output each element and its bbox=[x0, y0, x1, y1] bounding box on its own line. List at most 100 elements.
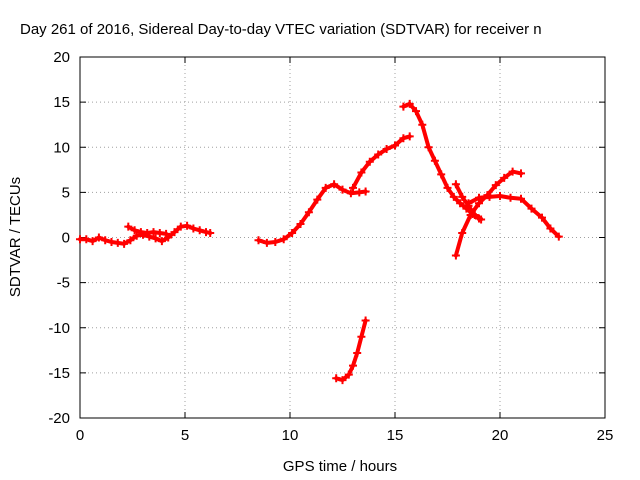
y-tick-label: -5 bbox=[57, 275, 70, 292]
data-point bbox=[405, 132, 414, 141]
series-arc-1 bbox=[76, 221, 215, 248]
y-tick-label: -15 bbox=[48, 365, 70, 382]
data-point bbox=[120, 239, 129, 248]
data-point bbox=[332, 374, 341, 383]
data-point bbox=[330, 180, 339, 189]
data-point bbox=[361, 187, 370, 196]
data-point bbox=[506, 193, 515, 202]
x-tick-label: 25 bbox=[597, 427, 614, 444]
series-layer bbox=[76, 99, 563, 385]
data-point bbox=[527, 204, 536, 213]
y-tick-label: 15 bbox=[53, 94, 70, 111]
y-tick-label: 0 bbox=[62, 230, 70, 247]
data-point bbox=[101, 236, 110, 245]
data-point bbox=[412, 107, 420, 116]
data-point bbox=[338, 185, 347, 194]
data-point bbox=[82, 235, 91, 244]
data-point bbox=[189, 224, 198, 233]
data-point bbox=[344, 370, 353, 379]
data-point bbox=[162, 229, 171, 238]
data-point bbox=[157, 237, 166, 246]
data-point bbox=[451, 180, 460, 189]
data-point bbox=[170, 228, 179, 237]
y-tick-label: -10 bbox=[48, 320, 70, 337]
data-point bbox=[405, 99, 414, 108]
x-tick-label: 10 bbox=[282, 427, 299, 444]
data-point bbox=[470, 210, 479, 219]
x-tick-label: 5 bbox=[181, 427, 189, 444]
chart-title: Day 261 of 2016, Sidereal Day-to-day VTE… bbox=[20, 21, 542, 38]
data-point bbox=[349, 183, 357, 192]
data-point bbox=[458, 228, 467, 237]
data-point bbox=[346, 189, 355, 198]
data-point bbox=[485, 192, 494, 201]
data-point bbox=[353, 349, 362, 358]
data-point bbox=[464, 199, 473, 208]
x-tick-label: 15 bbox=[387, 427, 404, 444]
data-point bbox=[357, 332, 366, 341]
data-point bbox=[399, 102, 408, 111]
data-point bbox=[374, 150, 383, 159]
data-point bbox=[443, 183, 452, 192]
data-point bbox=[451, 251, 460, 260]
data-point bbox=[126, 236, 135, 245]
data-point bbox=[195, 226, 204, 235]
data-point bbox=[508, 167, 517, 176]
data-point bbox=[477, 215, 486, 224]
y-tick-label: 10 bbox=[53, 139, 70, 156]
data-point bbox=[449, 192, 458, 201]
data-point bbox=[437, 170, 446, 179]
series-arc-3 bbox=[254, 180, 370, 247]
data-point bbox=[500, 173, 509, 182]
data-point bbox=[517, 169, 525, 178]
y-axis-label: SDTVAR / TECUs bbox=[7, 177, 24, 297]
data-point bbox=[458, 192, 467, 201]
data-point bbox=[296, 219, 305, 228]
data-point bbox=[124, 222, 133, 231]
data-point bbox=[279, 235, 288, 244]
y-tick-label: 20 bbox=[53, 49, 70, 66]
data-point bbox=[254, 236, 263, 245]
data-point bbox=[496, 191, 504, 200]
x-tick-label: 20 bbox=[492, 427, 509, 444]
data-point bbox=[361, 316, 370, 325]
data-point bbox=[130, 226, 139, 235]
data-point bbox=[517, 194, 525, 203]
data-point bbox=[338, 376, 347, 385]
y-tick-label: -20 bbox=[48, 410, 70, 427]
grid-layer bbox=[80, 57, 605, 418]
data-point bbox=[94, 233, 103, 242]
data-point bbox=[424, 143, 433, 152]
data-point bbox=[357, 168, 366, 177]
series-trace bbox=[466, 194, 561, 239]
data-point bbox=[151, 234, 160, 243]
data-point bbox=[88, 237, 97, 246]
data-point bbox=[313, 195, 322, 204]
data-point bbox=[206, 228, 215, 237]
series-arc-5 bbox=[349, 132, 414, 192]
data-point bbox=[304, 208, 313, 217]
data-point bbox=[554, 232, 563, 241]
data-point bbox=[262, 238, 271, 247]
series-arc-9 bbox=[464, 191, 563, 241]
data-point bbox=[546, 224, 555, 233]
series-arc-2 bbox=[124, 222, 171, 238]
data-point bbox=[382, 145, 391, 154]
data-point bbox=[288, 228, 297, 237]
data-point bbox=[183, 221, 192, 230]
data-point bbox=[399, 134, 408, 143]
series-arc-4 bbox=[332, 316, 370, 385]
data-point bbox=[271, 238, 280, 247]
data-point bbox=[475, 193, 483, 202]
tick-layer: 0 5 10 15 20 25 -20 -15 -10 -5 0 5 10 15 20 bbox=[48, 49, 613, 444]
data-point bbox=[491, 181, 500, 190]
x-axis-label: GPS time / hours bbox=[283, 458, 397, 475]
data-point bbox=[391, 141, 399, 150]
data-point bbox=[538, 213, 546, 222]
y-tick-label: 5 bbox=[62, 184, 70, 201]
series-trace bbox=[351, 134, 412, 190]
data-point bbox=[456, 199, 465, 208]
data-point bbox=[365, 157, 374, 166]
data-point bbox=[418, 120, 427, 129]
